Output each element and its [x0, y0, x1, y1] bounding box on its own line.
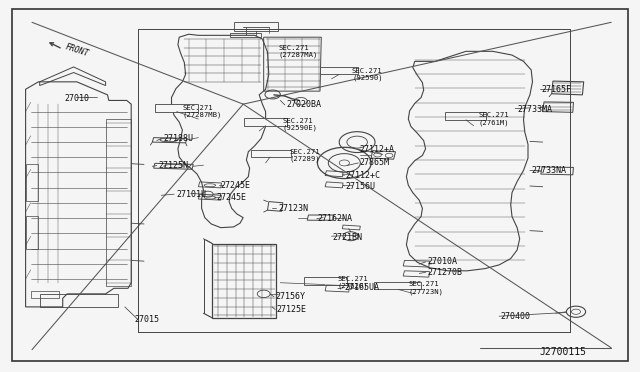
Text: 27156Y: 27156Y: [275, 292, 305, 301]
Polygon shape: [445, 112, 486, 120]
Text: 27733NA: 27733NA: [531, 166, 566, 175]
Text: 27245E: 27245E: [216, 193, 246, 202]
Text: SEC.271
(27723N): SEC.271 (27723N): [408, 281, 444, 295]
Polygon shape: [304, 277, 347, 285]
Text: 27112+A: 27112+A: [360, 145, 395, 154]
Polygon shape: [320, 67, 358, 74]
Text: 27162NA: 27162NA: [317, 214, 353, 223]
Text: SEC.271
(27287MB): SEC.271 (27287MB): [182, 105, 222, 118]
Text: 27123N: 27123N: [278, 204, 308, 213]
Text: 27156U: 27156U: [346, 182, 376, 190]
Text: SEC.271
(92590E): SEC.271 (92590E): [283, 118, 318, 131]
Polygon shape: [374, 282, 421, 289]
Text: 27733MA: 27733MA: [517, 105, 552, 114]
Text: J2700115: J2700115: [540, 347, 587, 356]
Text: SEC.271
(27287MA): SEC.271 (27287MA): [278, 45, 318, 58]
Text: SEC.271
(92590): SEC.271 (92590): [352, 68, 383, 81]
Polygon shape: [244, 118, 287, 126]
Text: SEC.271
(27289): SEC.271 (27289): [289, 149, 320, 162]
Text: SEC.271
(2761M): SEC.271 (2761M): [479, 112, 509, 126]
Text: 2721BN: 2721BN: [333, 233, 363, 242]
Text: 27020BA: 27020BA: [287, 100, 322, 109]
Polygon shape: [155, 104, 198, 112]
Text: 27125N: 27125N: [159, 161, 189, 170]
Text: 27112+C: 27112+C: [346, 171, 381, 180]
Text: 27101U: 27101U: [176, 190, 206, 199]
Text: SEC.271
(27620): SEC.271 (27620): [338, 276, 369, 289]
Text: 27245E: 27245E: [221, 181, 251, 190]
Text: 270400: 270400: [500, 312, 531, 321]
Text: 271270B: 271270B: [428, 268, 463, 277]
Text: FRONT: FRONT: [64, 42, 90, 59]
Polygon shape: [251, 150, 291, 157]
Text: 27010A: 27010A: [428, 257, 458, 266]
Text: 27125E: 27125E: [276, 305, 307, 314]
Text: 27015: 27015: [134, 315, 159, 324]
Text: 27010: 27010: [64, 94, 89, 103]
Text: 27188U: 27188U: [163, 134, 193, 143]
Text: 27865M: 27865M: [360, 158, 390, 167]
Text: 27165UA: 27165UA: [344, 283, 380, 292]
Polygon shape: [234, 22, 278, 31]
Text: 27165F: 27165F: [541, 85, 572, 94]
